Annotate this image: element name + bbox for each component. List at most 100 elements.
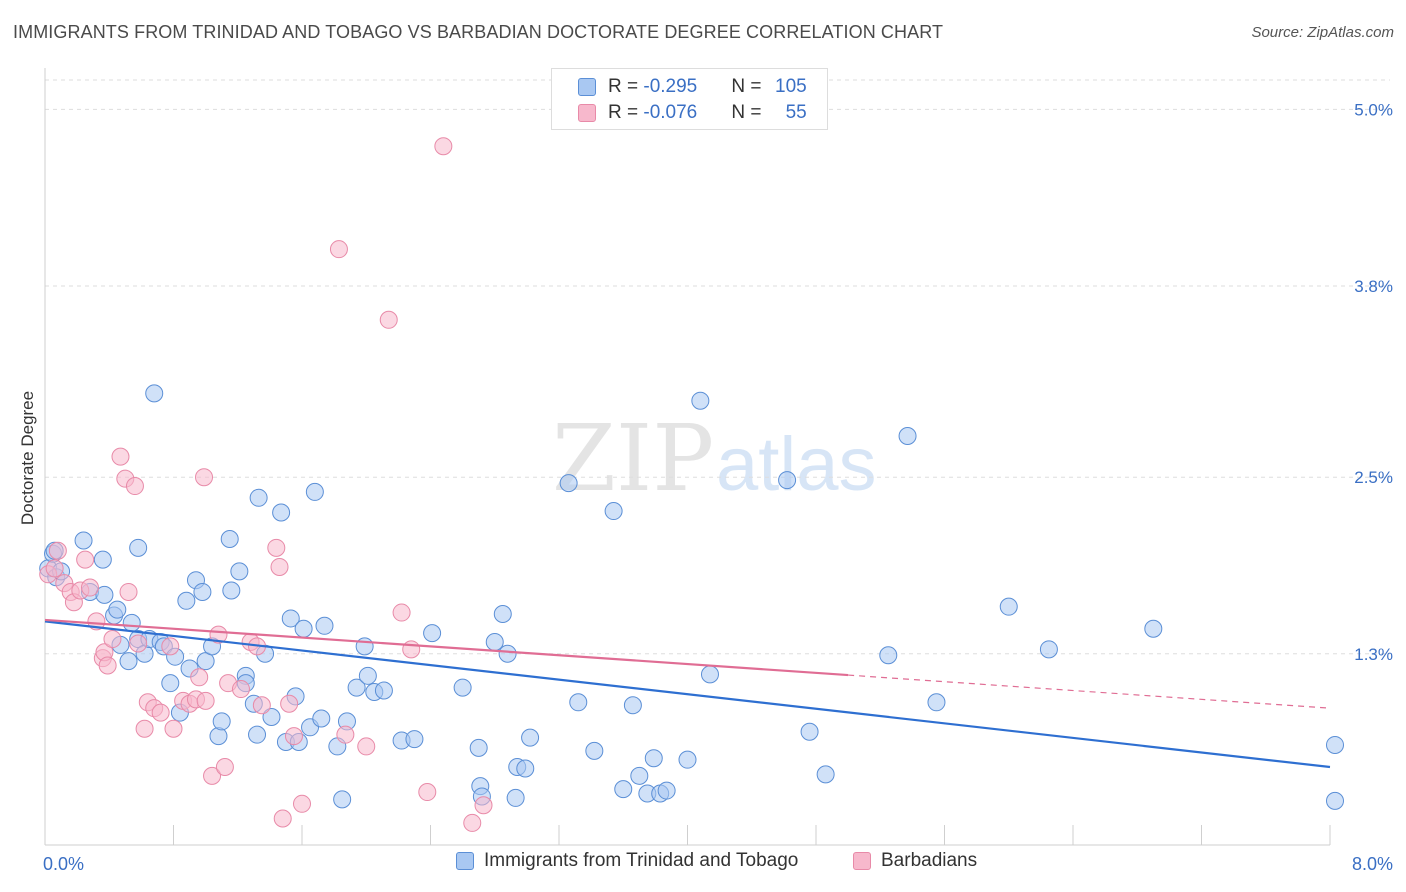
legend-swatch-blue [578,78,596,96]
trend-lines [44,618,1331,769]
data-point-barbadian [48,541,67,560]
legend-n-value: 55 [785,102,807,123]
data-point-trinidad [249,488,268,507]
data-point-trinidad [122,613,141,632]
data-point-barbadian [463,813,482,832]
data-point-trinidad [272,503,291,522]
y-tick-label: 5.0% [1354,100,1393,119]
data-point-barbadian [231,680,250,699]
legend-item-trinidad[interactable]: Immigrants from Trinidad and Tobago [456,850,798,872]
legend-r-value: -0.295 [643,76,698,97]
y-axis-label: Doctorate Degree [18,391,37,525]
data-point-trinidad [119,652,138,671]
legend-r-label: R = [608,102,644,123]
data-point-trinidad [281,609,300,628]
data-point-barbadian [379,310,398,329]
data-point-trinidad [569,693,588,712]
data-point-barbadian [151,703,170,722]
data-point-trinidad [74,531,93,550]
data-point-trinidad [585,741,604,760]
axes: 1.3% 2.5% 3.8% 5.0% 0.0% 8.0% [43,68,1393,874]
x-tick-label: 8.0% [1352,854,1393,874]
data-point-trinidad [927,693,946,712]
stats-legend-row-trinidad: R = -0.295 N = 105 [578,75,807,99]
data-point-trinidad [193,582,212,601]
data-point-barbadian [329,240,348,259]
data-point-trinidad [305,482,324,501]
series-trinidad-points [39,384,1344,810]
legend-swatch-pink [853,852,871,870]
data-point-trinidad [691,391,710,410]
data-point-barbadian [164,719,183,738]
data-point-trinidad [604,502,623,521]
data-point-barbadian [119,582,138,601]
data-point-barbadian [190,668,209,687]
data-point-barbadian [196,691,215,710]
data-point-trinidad [145,384,164,403]
data-point-trinidad [1326,791,1344,810]
data-point-barbadian [357,737,376,756]
data-point-trinidad [493,605,512,624]
data-point-trinidad [614,780,633,799]
stats-legend-row-barbadian: R = -0.076 N = 55 [578,101,807,125]
data-point-trinidad [374,681,393,700]
data-point-trinidad [95,585,114,604]
data-point-barbadian [267,538,286,557]
data-point-trinidad [879,646,898,665]
data-point-trinidad [405,730,424,749]
legend-r-label: R = [608,76,644,97]
data-point-barbadian [293,794,311,813]
data-point-trinidad [999,597,1018,616]
data-point-barbadian [434,137,453,156]
data-point-trinidad [312,709,331,728]
x-tick-label: 0.0% [43,854,84,874]
data-point-trinidad [248,725,267,744]
data-point-trinidad [657,781,676,800]
data-point-trinidad [230,562,249,581]
data-point-trinidad [469,738,488,757]
chart-title: IMMIGRANTS FROM TRINIDAD AND TOBAGO VS B… [13,22,944,42]
legend-item-barbadians[interactable]: Barbadians [853,850,977,872]
data-point-trinidad [1039,640,1058,659]
data-point-barbadian [80,578,99,597]
data-point-trinidad [262,708,281,727]
data-point-barbadian [270,557,289,576]
data-point-barbadian [252,696,271,715]
data-point-barbadian [209,625,228,644]
trend-line-barbadian [44,618,849,677]
trend-line-barbadian-extrapolated [848,674,1331,709]
legend-n-label: N = [731,76,767,97]
legend-label-trinidad: Immigrants from Trinidad and Tobago [484,850,799,871]
data-point-trinidad [516,759,535,778]
data-point-trinidad [423,624,442,643]
legend-r-value: -0.076 [643,102,698,123]
legend-n-label: N = [731,102,767,123]
data-point-trinidad [333,790,352,809]
data-point-trinidad [1144,619,1163,638]
data-point-barbadian [336,725,355,744]
data-point-barbadian [111,447,130,466]
data-point-barbadian [284,727,303,746]
data-point-trinidad [700,665,719,684]
y-tick-label: 3.8% [1354,277,1393,296]
data-point-barbadian [215,758,234,777]
data-point-trinidad [220,530,239,548]
data-point-trinidad [898,427,917,446]
y-tick-label: 2.5% [1354,468,1393,487]
data-point-trinidad [485,632,504,651]
data-point-trinidad [347,678,366,697]
data-point-trinidad [212,712,231,731]
legend-label-barbadians: Barbadians [881,850,978,871]
data-point-barbadian [103,630,122,649]
series-barbadian-points [39,137,493,832]
data-point-trinidad [129,538,148,557]
data-point-trinidad [294,619,313,638]
data-point-trinidad [209,727,228,746]
data-point-barbadian [418,783,437,802]
data-point-trinidad [800,722,819,741]
data-point-barbadian [98,656,117,675]
legend-swatch-blue [456,852,474,870]
watermark: ZIP atlas [552,405,877,512]
y-tick-label: 1.3% [1354,645,1393,664]
